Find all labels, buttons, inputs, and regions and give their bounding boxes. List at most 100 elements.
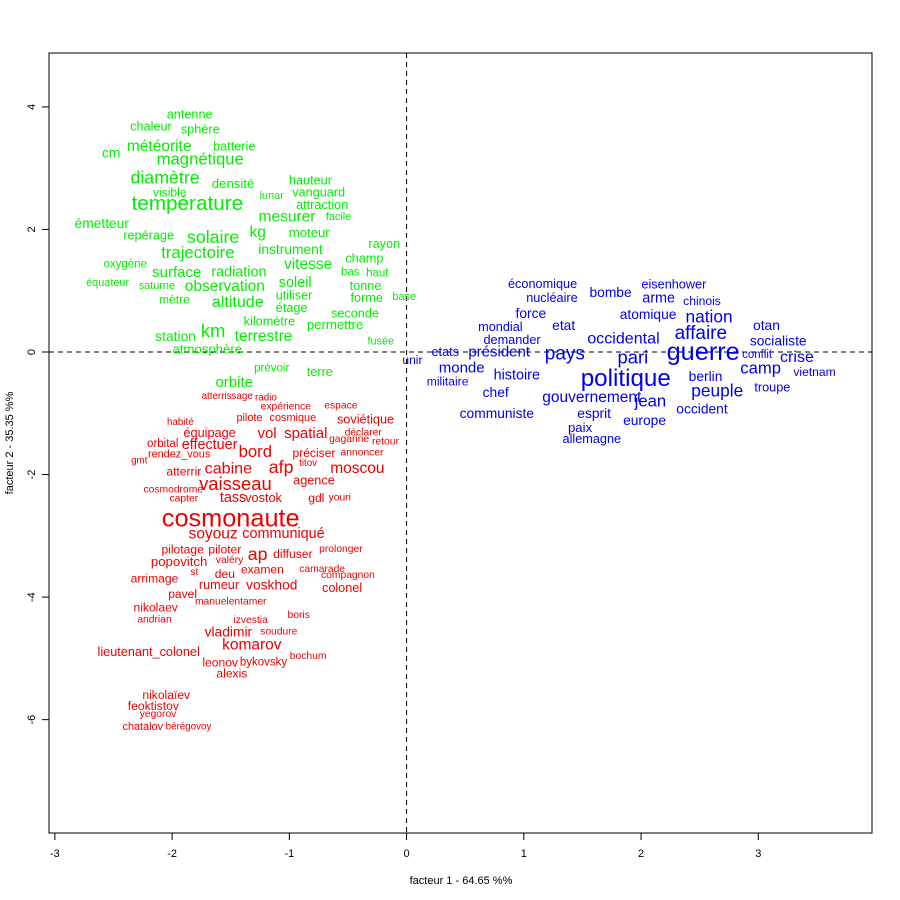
x-tick-label: 2 <box>638 848 644 860</box>
word-label: vanguard <box>292 186 345 200</box>
word-label: tass <box>220 490 246 506</box>
y-tick-label: -4 <box>26 592 38 602</box>
word-label: trajectoire <box>161 243 234 262</box>
word-label: alexis <box>216 667 247 681</box>
word-label: atterrir <box>166 464 201 478</box>
word-label: terrestre <box>235 328 293 345</box>
word-label: esprit <box>577 406 611 421</box>
word-label: valéry <box>216 555 244 566</box>
word-label: communiste <box>460 406 535 421</box>
word-label: chinois <box>683 294 721 308</box>
word-label: berlin <box>689 369 723 384</box>
word-label: météorite <box>127 138 192 155</box>
word-label: camp <box>740 358 781 377</box>
word-label: annoncer <box>341 448 385 459</box>
word-label: équipage <box>184 426 236 440</box>
word-label: bérégovoy <box>166 721 212 732</box>
word-label: président <box>468 344 531 361</box>
word-label: instrument <box>258 242 323 257</box>
word-label: vol <box>257 425 276 442</box>
word-label: cabine <box>205 459 252 477</box>
word-label: préciser <box>292 446 335 460</box>
word-label: orbital <box>147 438 178 450</box>
word-label: gagarine <box>329 434 369 445</box>
word-label: température <box>132 192 244 215</box>
word-label: gdl <box>308 491 324 505</box>
word-label: utiliser <box>276 289 313 303</box>
word-label: expérience <box>261 402 312 413</box>
word-label: émetteur <box>75 216 130 231</box>
word-label: capter <box>170 494 199 505</box>
word-label: yegorov <box>140 709 177 720</box>
word-label: espace <box>324 400 357 411</box>
word-label: unir <box>402 353 422 367</box>
word-label: agence <box>293 474 335 488</box>
word-label: retour <box>372 437 399 448</box>
word-label: mesurer <box>259 209 316 226</box>
word-label: nikolaev <box>133 601 177 615</box>
word-label: cm <box>102 145 120 160</box>
word-label: magnétique <box>157 150 244 169</box>
word-label: terre <box>307 365 333 379</box>
word-label: titov <box>299 458 317 469</box>
word-label: saturne <box>139 280 175 292</box>
word-label: spatial <box>284 425 327 442</box>
word-label: pilotage <box>161 542 204 556</box>
word-label: guerre <box>667 338 740 366</box>
word-label: feoktistov <box>128 699 179 713</box>
word-label: conflit <box>742 349 773 361</box>
word-label: diamètre <box>130 167 199 187</box>
word-label: bas <box>341 266 360 278</box>
word-label: europe <box>623 413 666 428</box>
word-label: vladimir <box>205 625 253 640</box>
word-label: etat <box>552 318 575 333</box>
word-label: facile <box>326 211 351 223</box>
word-label: komarov <box>222 636 282 653</box>
word-label: fusée <box>367 336 394 348</box>
word-label: bombe <box>589 285 632 300</box>
word-label: cosmodrome <box>144 484 204 495</box>
word-label: visible <box>153 186 187 200</box>
word-label: effectuer <box>182 437 238 453</box>
word-label: chatalov <box>123 721 164 733</box>
word-label: voskhod <box>246 577 297 592</box>
word-label: prévoir <box>254 363 289 375</box>
word-label: vitesse <box>284 256 332 273</box>
word-label: piloter <box>208 542 241 556</box>
word-label: équateur <box>86 277 129 289</box>
word-label: communiqué <box>242 526 324 542</box>
word-label: deu <box>215 567 235 581</box>
word-label: vostok <box>245 491 282 505</box>
word-label: prolonger <box>319 544 363 555</box>
word-label: gouvernement <box>542 389 642 406</box>
word-label: gmt <box>131 456 148 467</box>
word-label: vaisseau <box>199 473 272 494</box>
word-label: seconde <box>331 306 379 320</box>
word-label: manuelentamer <box>195 597 267 608</box>
word-label: eisenhower <box>641 278 707 292</box>
word-label: leonov <box>202 656 238 670</box>
word-label: surface <box>152 264 201 281</box>
x-axis: -3 -2 -1 0 1 2 3 <box>50 832 761 860</box>
word-label: st <box>190 567 198 578</box>
word-label: occidental <box>587 330 659 348</box>
word-label: permettre <box>307 317 363 332</box>
word-label: solaire <box>187 227 239 247</box>
word-label: sphère <box>181 123 220 137</box>
y-tick-label: 4 <box>26 104 38 110</box>
word-label: paix <box>568 420 593 435</box>
word-label: demander <box>484 333 542 347</box>
word-label: bord <box>239 442 272 461</box>
word-label: nikolaïev <box>142 688 190 702</box>
y-tick-label: 2 <box>26 226 38 232</box>
word-label: cosmique <box>270 412 317 424</box>
word-label: pari <box>618 346 649 367</box>
word-label: ap <box>248 544 268 564</box>
word-label: force <box>515 306 546 321</box>
word-label: forme <box>350 291 382 305</box>
word-label: étage <box>276 301 308 315</box>
word-label: atmosphère <box>172 341 242 356</box>
word-label: nation <box>685 306 732 326</box>
word-label: izvestia <box>233 615 268 626</box>
word-label: crise <box>780 348 814 366</box>
